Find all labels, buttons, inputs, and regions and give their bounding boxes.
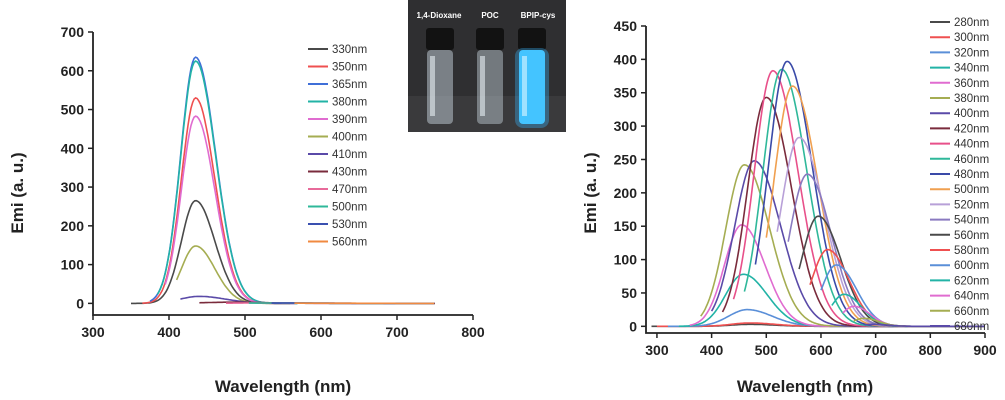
right-x-tick-label: 500 <box>755 342 779 358</box>
right-legend-label: 640nm <box>954 291 989 303</box>
right-y-tick-label: 200 <box>614 185 638 201</box>
left-y-tick-label: 500 <box>61 102 85 118</box>
left-x-tick-label: 300 <box>81 324 105 340</box>
right-legend-label: 340nm <box>954 63 989 75</box>
right-x-axis-label: Wavelength (nm) <box>737 377 873 396</box>
left-legend-label: 350nm <box>332 62 367 74</box>
right-chart: 300 400 500 600 700 800 900 0 50 100 150 200 250 300 3… <box>581 17 997 396</box>
left-legend-label: 330nm <box>332 44 367 56</box>
right-legend-label: 660nm <box>954 306 989 318</box>
right-series-420nm <box>721 96 985 328</box>
left-y-tick-label: 400 <box>61 140 85 156</box>
right-y-tick-label: 350 <box>614 85 638 101</box>
right-curves <box>651 60 985 328</box>
right-legend-label: 600nm <box>954 260 989 272</box>
right-legend-label: 580nm <box>954 245 989 257</box>
right-legend-label: 540nm <box>954 215 989 227</box>
right-series-460nm <box>743 68 985 328</box>
right-y-tick-label: 300 <box>614 118 638 134</box>
right-legend-label: 420nm <box>954 123 989 135</box>
right-y-tick-label: 50 <box>621 285 637 301</box>
right-y-tick-label: 100 <box>614 252 638 268</box>
left-legend-label: 430nm <box>332 167 367 179</box>
right-legend-label: 360nm <box>954 78 989 90</box>
right-y-tick-label: 150 <box>614 218 638 234</box>
right-y-tick-label: 450 <box>614 18 638 34</box>
left-axes: 300 400 500 600 700 800 0 100 200 300 400 500 600 700 <box>61 24 485 340</box>
vial-poc <box>476 28 504 124</box>
vial-bpip-cys <box>515 28 549 128</box>
right-legend-label: 520nm <box>954 199 989 211</box>
right-series-680nm <box>864 323 985 328</box>
right-legend-label: 320nm <box>954 47 989 59</box>
right-series-480nm <box>754 60 985 328</box>
right-axes: 300 400 500 600 700 800 900 0 50 100 150 200 250 300 3… <box>614 18 997 358</box>
inset-label-poc: POC <box>481 11 499 20</box>
right-legend: 280nm 300nm 320nm 340nm 360nm 380nm 400nm 420nm… <box>930 17 989 333</box>
right-y-axis-label: Emi (a. u.) <box>581 152 600 233</box>
vial-photo-inset: 1,4-Dioxane POC BPIP-cys <box>408 0 566 132</box>
right-legend-label: 280nm <box>954 17 989 29</box>
right-x-tick-label: 300 <box>645 342 669 358</box>
right-x-tick-label: 400 <box>700 342 724 358</box>
right-legend-label: 620nm <box>954 275 989 287</box>
right-x-tick-label: 800 <box>919 342 943 358</box>
right-legend-label: 380nm <box>954 93 989 105</box>
right-legend-label: 680nm <box>954 321 989 333</box>
left-y-tick-label: 100 <box>61 257 85 273</box>
left-y-tick-label: 300 <box>61 179 85 195</box>
left-y-axis-label: Emi (a. u.) <box>8 152 27 233</box>
left-legend: 330nm 350nm 365nm 380nm 390nm 400nm 410nm 430nm… <box>308 44 367 249</box>
left-legend-label: 530nm <box>332 219 367 231</box>
left-x-tick-label: 800 <box>461 324 485 340</box>
right-x-tick-label: 900 <box>973 342 997 358</box>
left-x-tick-label: 600 <box>309 324 333 340</box>
left-legend-label: 380nm <box>332 97 367 109</box>
right-x-tick-label: 600 <box>809 342 833 358</box>
left-chart: 300 400 500 600 700 800 0 100 200 300 400 500 600 700… <box>8 24 485 396</box>
left-y-tick-label: 200 <box>61 218 85 234</box>
right-legend-label: 300nm <box>954 32 989 44</box>
right-legend-label: 500nm <box>954 184 989 196</box>
right-y-tick-label: 400 <box>614 51 638 67</box>
left-x-tick-label: 700 <box>385 324 409 340</box>
left-x-tick-label: 500 <box>233 324 257 340</box>
right-axis-lines <box>645 26 985 334</box>
right-legend-label: 400nm <box>954 108 989 120</box>
inset-label-dioxane: 1,4-Dioxane <box>417 11 462 20</box>
left-y-tick-label: 700 <box>61 24 85 40</box>
right-legend-label: 480nm <box>954 169 989 181</box>
left-y-tick-label: 600 <box>61 63 85 79</box>
left-series-330nm <box>131 199 291 305</box>
left-x-tick-label: 400 <box>157 324 181 340</box>
right-y-tick-label: 250 <box>614 151 638 167</box>
left-legend-label: 400nm <box>332 132 367 144</box>
left-y-tick-label: 0 <box>76 295 84 311</box>
inset-label-bpip: BPIP-cys <box>521 11 556 20</box>
left-legend-label: 500nm <box>332 202 367 214</box>
right-legend-label: 460nm <box>954 154 989 166</box>
left-series-380nm <box>156 60 298 305</box>
left-x-axis-label: Wavelength (nm) <box>215 377 351 396</box>
right-x-tick-label: 700 <box>864 342 888 358</box>
left-legend-label: 365nm <box>332 79 367 91</box>
left-legend-label: 390nm <box>332 114 367 126</box>
vial-dioxane <box>426 28 454 124</box>
left-legend-label: 560nm <box>332 237 367 249</box>
right-legend-label: 440nm <box>954 139 989 151</box>
left-legend-label: 410nm <box>332 149 367 161</box>
left-curves <box>131 56 435 305</box>
right-y-tick-label: 0 <box>629 318 637 334</box>
right-legend-label: 560nm <box>954 230 989 242</box>
left-legend-label: 470nm <box>332 184 367 196</box>
left-series-390nm <box>164 115 295 305</box>
